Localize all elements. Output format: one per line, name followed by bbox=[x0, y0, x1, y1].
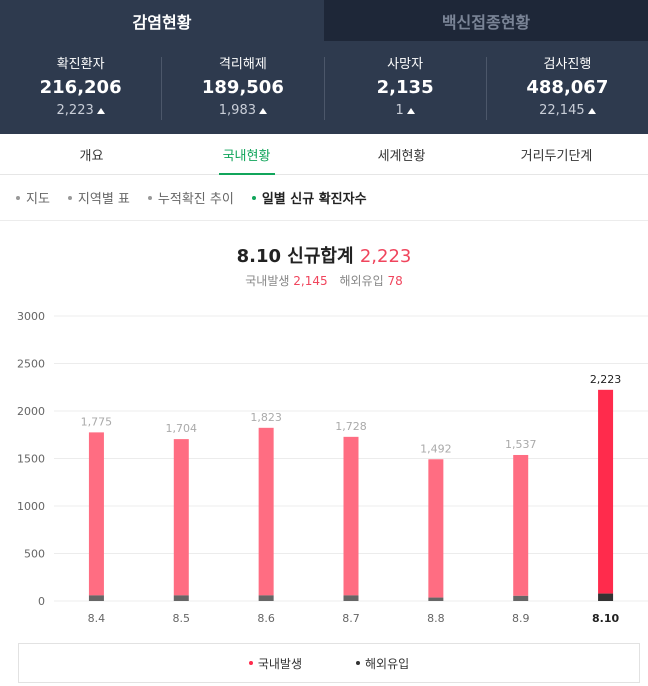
bar-overseas bbox=[258, 595, 274, 601]
nav-daily-new[interactable]: 일별 신규 확진자수 bbox=[251, 188, 367, 207]
bullet-icon bbox=[16, 195, 20, 200]
chart-header: 8.10 신규합계 2,223 국내발생 2,145 해외유입 78 bbox=[0, 244, 648, 290]
legend-dot-icon bbox=[356, 661, 360, 665]
nav-label: 지역별 표 bbox=[77, 192, 130, 207]
bar-domestic bbox=[173, 439, 189, 596]
data-label: 1,704 bbox=[166, 422, 198, 435]
bar-overseas bbox=[513, 595, 529, 601]
bar-overseas bbox=[88, 595, 104, 601]
data-label: 2,223 bbox=[590, 373, 622, 386]
bar-domestic bbox=[88, 432, 104, 596]
up-arrow-icon bbox=[587, 107, 596, 114]
stat-delta: 1 bbox=[395, 102, 415, 119]
stat-label: 확진환자 bbox=[56, 57, 105, 72]
stat-testing: 검사진행 488,067 22,145 bbox=[487, 57, 648, 120]
stat-value: 189,506 bbox=[201, 77, 284, 98]
data-label: 1,775 bbox=[81, 415, 113, 428]
bar-domestic bbox=[258, 427, 274, 596]
legend-item-domestic[interactable]: 국내발생 bbox=[248, 655, 302, 672]
x-tick-label: 8.9 bbox=[512, 612, 530, 625]
tab-infection-status[interactable]: 감염현황 bbox=[0, 0, 324, 41]
data-label: 1,823 bbox=[250, 411, 282, 424]
y-tick-label: 0 bbox=[38, 595, 45, 608]
bullet-icon bbox=[67, 195, 72, 200]
bullet-icon bbox=[251, 195, 256, 200]
overseas-label: 해외유입 bbox=[339, 274, 384, 288]
chart-breakdown: 국내발생 2,145 해외유입 78 bbox=[0, 272, 648, 290]
chart-title: 8.10 신규합계 2,223 bbox=[0, 244, 648, 270]
y-tick-label: 1500 bbox=[17, 453, 45, 466]
x-tick-label: 8.4 bbox=[88, 612, 106, 625]
stat-delta: 22,145 bbox=[539, 102, 596, 119]
bar-overseas bbox=[343, 595, 359, 601]
up-arrow-icon bbox=[258, 107, 267, 114]
y-tick-label: 3000 bbox=[17, 310, 45, 323]
tab-overview[interactable]: 개요 bbox=[79, 148, 104, 164]
daily-cases-chart: 0 500 1000 1500 2000 2500 3000 1,775 8.4 1,704 8.5… bbox=[17, 310, 648, 625]
stat-delta-value: 2,223 bbox=[56, 103, 94, 118]
nav-map[interactable]: 지도 bbox=[16, 188, 50, 207]
top-tabs: 감염현황 백신접종현황 bbox=[0, 0, 648, 41]
x-tick-label: 8.10 bbox=[592, 612, 619, 625]
data-label: 1,537 bbox=[505, 438, 537, 451]
bar-overseas bbox=[173, 595, 189, 601]
stat-delta-value: 22,145 bbox=[539, 103, 585, 118]
nav-region-table[interactable]: 지역별 표 bbox=[67, 188, 130, 207]
tab-domestic[interactable]: 국내현황 bbox=[169, 134, 324, 174]
stat-value: 216,206 bbox=[39, 77, 122, 98]
stat-value: 488,067 bbox=[526, 77, 609, 98]
y-tick-label: 500 bbox=[24, 548, 45, 561]
y-tick-label: 2000 bbox=[17, 405, 45, 418]
y-tick-label: 2500 bbox=[17, 358, 45, 371]
bar-overseas bbox=[598, 593, 614, 601]
tab-world[interactable]: 세계현황 bbox=[377, 148, 426, 164]
bar-overseas bbox=[428, 597, 444, 601]
tab-vaccination-status[interactable]: 백신접종현황 bbox=[324, 0, 648, 41]
domestic-label: 국내발생 bbox=[245, 274, 290, 288]
chart-title-prefix: 8.10 신규합계 bbox=[236, 246, 354, 267]
stat-delta-value: 1,983 bbox=[218, 103, 256, 118]
y-tick-label: 1000 bbox=[17, 500, 45, 513]
stat-delta: 2,223 bbox=[57, 102, 105, 119]
legend-dot-icon bbox=[248, 661, 253, 665]
up-arrow-icon bbox=[96, 107, 105, 114]
stat-label: 사망자 bbox=[387, 57, 424, 72]
bar-domestic bbox=[513, 454, 529, 596]
chart-legend: 국내발생 해외유입 bbox=[18, 643, 640, 683]
stat-delta: 1,983 bbox=[219, 102, 267, 119]
chart-total: 2,223 bbox=[359, 246, 412, 267]
stats-panel: 확진환자 216,206 2,223 격리해제 189,506 1,983 사망… bbox=[0, 41, 648, 134]
bar-domestic bbox=[598, 389, 614, 594]
tab-distancing[interactable]: 거리두기단계 bbox=[520, 148, 593, 164]
legend-label: 해외유입 bbox=[365, 656, 410, 671]
x-tick-label: 8.8 bbox=[427, 612, 445, 625]
nav-label: 일별 신규 확진자수 bbox=[261, 192, 367, 207]
up-arrow-icon bbox=[406, 107, 415, 114]
legend-item-overseas[interactable]: 해외유입 bbox=[356, 655, 409, 672]
stat-confirmed: 확진환자 216,206 2,223 bbox=[0, 57, 163, 120]
nav-cumulative-trend[interactable]: 누적확진 추이 bbox=[147, 188, 234, 207]
nav-label: 지도 bbox=[26, 192, 50, 207]
stat-released: 격리해제 189,506 1,983 bbox=[162, 57, 325, 120]
nav-label: 누적확진 추이 bbox=[157, 192, 234, 207]
chart-nav: 지도 지역별 표 누적확진 추이 일별 신규 확진자수 bbox=[0, 175, 648, 221]
x-tick-label: 8.6 bbox=[257, 612, 275, 625]
domestic-value: 2,145 bbox=[293, 274, 328, 288]
x-tick-label: 8.7 bbox=[342, 612, 360, 625]
stat-value: 2,135 bbox=[376, 77, 434, 98]
stat-deaths: 사망자 2,135 1 bbox=[325, 57, 487, 120]
legend-label: 국내발생 bbox=[257, 656, 302, 671]
data-label: 1,492 bbox=[420, 442, 452, 455]
stat-delta-value: 1 bbox=[395, 103, 404, 118]
bar-domestic bbox=[428, 459, 444, 598]
stat-label: 격리해제 bbox=[218, 57, 267, 72]
sub-tabs: 개요 국내현황 세계현황 거리두기단계 bbox=[0, 134, 648, 175]
overseas-value: 78 bbox=[387, 274, 403, 288]
bar-domestic bbox=[343, 436, 359, 596]
bullet-icon bbox=[147, 195, 152, 200]
stat-label: 검사진행 bbox=[543, 57, 592, 72]
x-tick-label: 8.5 bbox=[173, 612, 191, 625]
data-label: 1,728 bbox=[335, 420, 367, 433]
